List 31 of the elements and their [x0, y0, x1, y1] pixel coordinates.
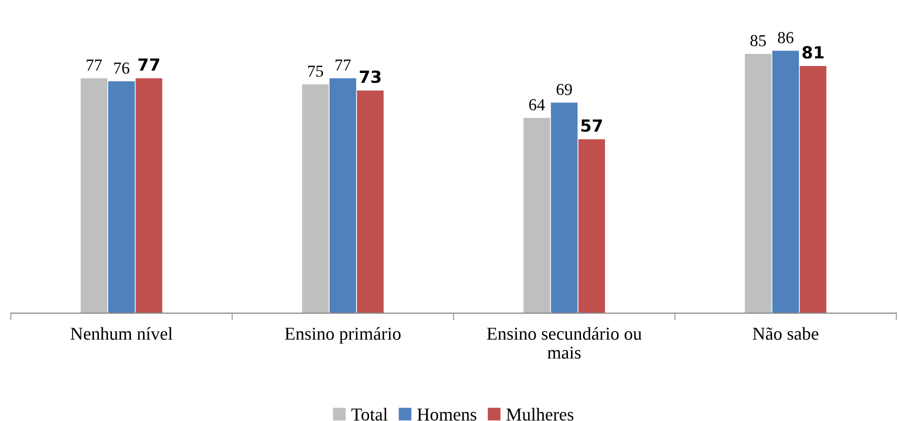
data-label: 77 — [336, 60, 351, 71]
x-tick-label: Nenhum nível — [70, 327, 173, 340]
data-label: 77 — [86, 60, 102, 71]
data-label: 77 — [138, 58, 160, 71]
data-label: 85 — [750, 35, 766, 46]
x-tick-label: Não sabe — [752, 327, 818, 340]
bar — [772, 50, 799, 314]
x-tick-label: Ensino primário — [284, 327, 401, 344]
bar — [523, 118, 550, 314]
bar — [550, 102, 578, 314]
data-label: 73 — [360, 70, 381, 84]
legend-label: Total — [351, 408, 388, 421]
bar — [136, 78, 162, 314]
data-label: 81 — [802, 46, 824, 59]
legend-label: Homens — [417, 408, 476, 421]
bar — [744, 54, 772, 314]
data-label: 76 — [114, 62, 130, 74]
bar — [578, 139, 605, 314]
data-label: 86 — [778, 32, 794, 44]
bar — [800, 66, 826, 314]
bar — [80, 78, 108, 314]
x-tick-label: Ensino secundário ou mais — [487, 327, 642, 359]
bar — [330, 78, 356, 314]
legend-label: Mulheres — [506, 408, 574, 421]
bar — [356, 90, 384, 314]
data-label: 75 — [308, 66, 324, 77]
bar — [108, 81, 135, 314]
bar — [302, 84, 329, 314]
data-label: 69 — [556, 84, 572, 96]
data-label: 57 — [581, 119, 602, 132]
data-label: 64 — [529, 99, 545, 110]
